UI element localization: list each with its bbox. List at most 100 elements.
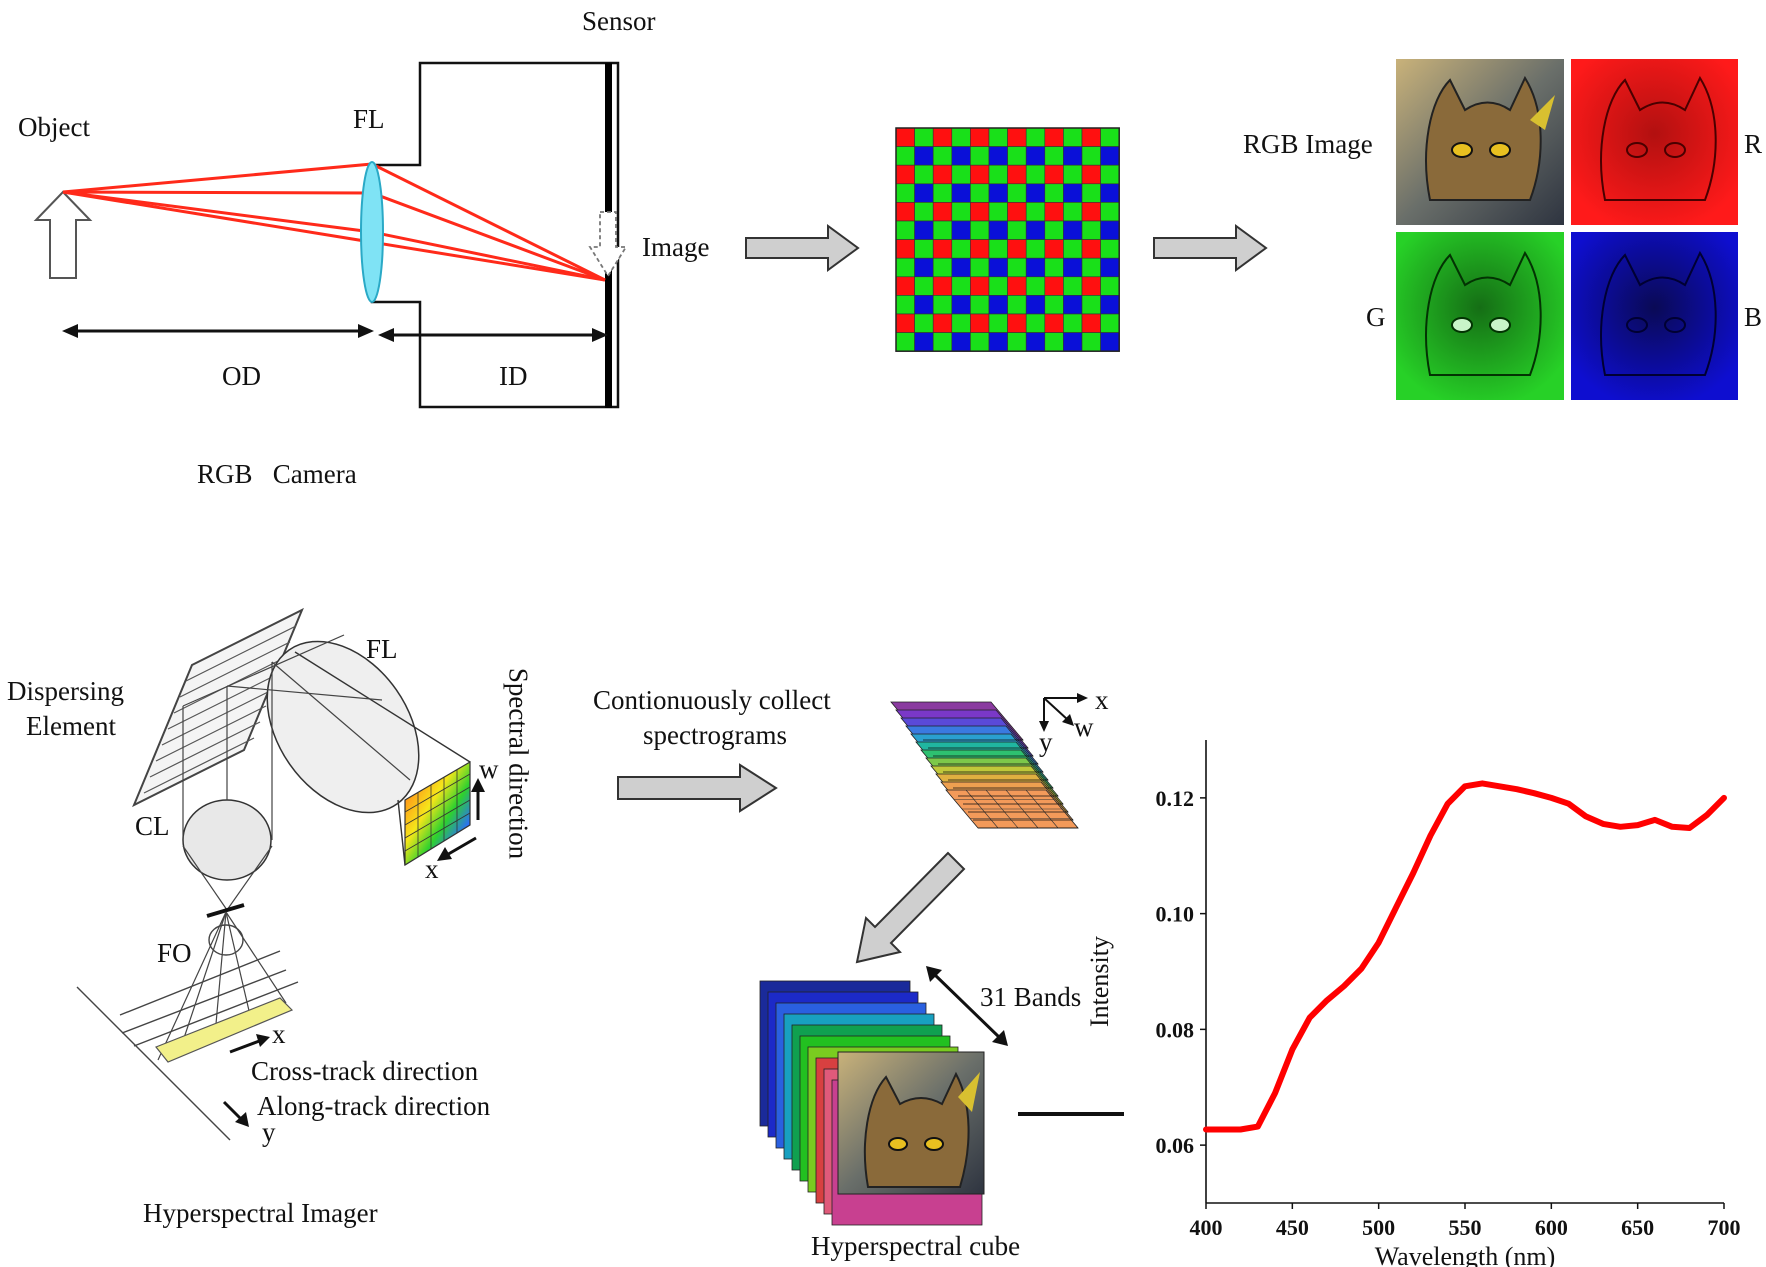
bayer-cell — [914, 239, 934, 259]
bayer-cell — [914, 276, 934, 296]
od-label: OD — [222, 361, 261, 391]
bayer-cell — [914, 220, 934, 240]
bayer-cell — [1100, 295, 1120, 315]
bayer-cell — [988, 202, 1008, 222]
bayer-cell — [1063, 202, 1083, 222]
bayer-cell — [1081, 146, 1101, 166]
focusing-lens-cylinder — [266, 640, 420, 814]
hyperspectral-imager-caption: Hyperspectral Imager — [143, 1198, 378, 1228]
cube-caption: Hyperspectral cube — [811, 1231, 1021, 1261]
focus-lens — [360, 161, 384, 303]
bayer-cell — [1007, 257, 1027, 278]
green-channel-thumbnail — [1396, 232, 1564, 400]
bayer-cell — [1100, 332, 1120, 352]
bayer-cell — [1044, 332, 1064, 352]
bayer-cell — [914, 332, 934, 352]
bayer-cell — [932, 127, 953, 147]
bayer-cell — [1007, 164, 1027, 185]
red-channel-thumbnail — [1571, 59, 1738, 225]
bayer-cell — [895, 202, 915, 222]
spectrogram-stack — [890, 701, 1079, 829]
bayer-cell — [914, 295, 934, 315]
x-tick-label: 450 — [1276, 1215, 1309, 1240]
bayer-cell — [1063, 257, 1083, 278]
y-tick-label: 0.08 — [1156, 1017, 1195, 1042]
bayer-cell — [1007, 183, 1027, 203]
bayer-cell — [1100, 164, 1120, 185]
element-label: Element — [26, 711, 116, 741]
bayer-cell — [1007, 239, 1027, 259]
bayer-cell — [1100, 183, 1120, 203]
fl-label-bottom: FL — [366, 634, 398, 664]
flow-arrow-icon — [617, 763, 778, 813]
bayer-cell — [1007, 146, 1027, 166]
axis-y-label: y — [1039, 727, 1053, 757]
rgb-camera-diagram — [33, 61, 628, 409]
bayer-cell — [951, 239, 971, 259]
x-tick-label: 550 — [1449, 1215, 1482, 1240]
spectrum-line — [1203, 780, 1727, 1133]
bayer-cell — [951, 164, 971, 185]
bayer-cell — [951, 313, 971, 333]
bayer-cell — [932, 295, 953, 315]
bayer-cell — [951, 257, 971, 278]
bayer-cell — [932, 183, 953, 203]
w-label: w — [479, 754, 499, 784]
bayer-cell — [1100, 239, 1120, 259]
rgb-image-label: RGB Image — [1243, 129, 1373, 159]
cross-track-label: Cross-track direction — [251, 1056, 479, 1086]
scan-line-strip — [155, 997, 294, 1063]
bayer-cell — [951, 220, 971, 240]
bayer-cell — [970, 257, 990, 278]
rgb-camera-caption: RGB Camera — [197, 459, 357, 489]
distance-markers — [62, 324, 608, 342]
bayer-cell — [1007, 220, 1027, 240]
flow-arrow-icon — [745, 224, 860, 272]
bayer-cell — [1081, 183, 1101, 203]
bayer-cell — [1044, 295, 1064, 315]
cross-track-x-label: x — [272, 1019, 286, 1049]
bayer-cell — [1007, 295, 1027, 315]
bayer-cell — [970, 164, 990, 185]
y-tick-label: 0.10 — [1156, 902, 1195, 927]
bayer-cell — [1044, 276, 1064, 296]
bayer-cell — [895, 295, 915, 315]
bayer-cell — [1025, 202, 1046, 222]
y-axis-label: Intensity — [1085, 936, 1114, 1027]
bayer-cell — [988, 239, 1008, 259]
rgb-image-thumbnail — [1396, 59, 1564, 225]
bands-arrow — [926, 966, 1008, 1046]
bayer-cell — [1081, 332, 1101, 352]
flow-arrow-icon — [1153, 224, 1268, 272]
bayer-cell — [988, 220, 1008, 240]
bayer-cell — [1081, 239, 1101, 259]
bayer-cell — [914, 183, 934, 203]
bayer-cell — [895, 332, 915, 352]
bayer-cell — [1081, 164, 1101, 185]
bayer-cell — [1044, 164, 1064, 185]
sensor-label: Sensor — [582, 6, 656, 36]
bayer-cell — [932, 164, 953, 185]
bands-label: 31 Bands — [980, 982, 1082, 1012]
dispersing-label: Dispersing — [7, 676, 124, 706]
bayer-cell — [1025, 164, 1046, 185]
bayer-cell — [1007, 202, 1027, 222]
bayer-cell — [914, 164, 934, 185]
bayer-cell — [970, 276, 990, 296]
bayer-cell — [1063, 164, 1083, 185]
bayer-cell — [988, 295, 1008, 315]
x-tick-label: 500 — [1362, 1215, 1395, 1240]
bayer-cell — [1063, 127, 1083, 147]
bayer-cell — [1044, 127, 1064, 147]
axis-glyph — [1039, 693, 1088, 732]
x-axis-label: Wavelength (nm) — [1375, 1242, 1556, 1267]
x-tick-label: 650 — [1621, 1215, 1654, 1240]
collect-label-line1: Contionuously collect — [593, 685, 831, 715]
bayer-cell — [951, 146, 971, 166]
collect-label-line2: spectrograms — [643, 720, 787, 750]
bayer-cell — [951, 276, 971, 296]
bayer-cell — [895, 183, 915, 203]
fo-label: FO — [157, 938, 192, 968]
bayer-cell — [1025, 239, 1046, 259]
bayer-cell — [1063, 146, 1083, 166]
